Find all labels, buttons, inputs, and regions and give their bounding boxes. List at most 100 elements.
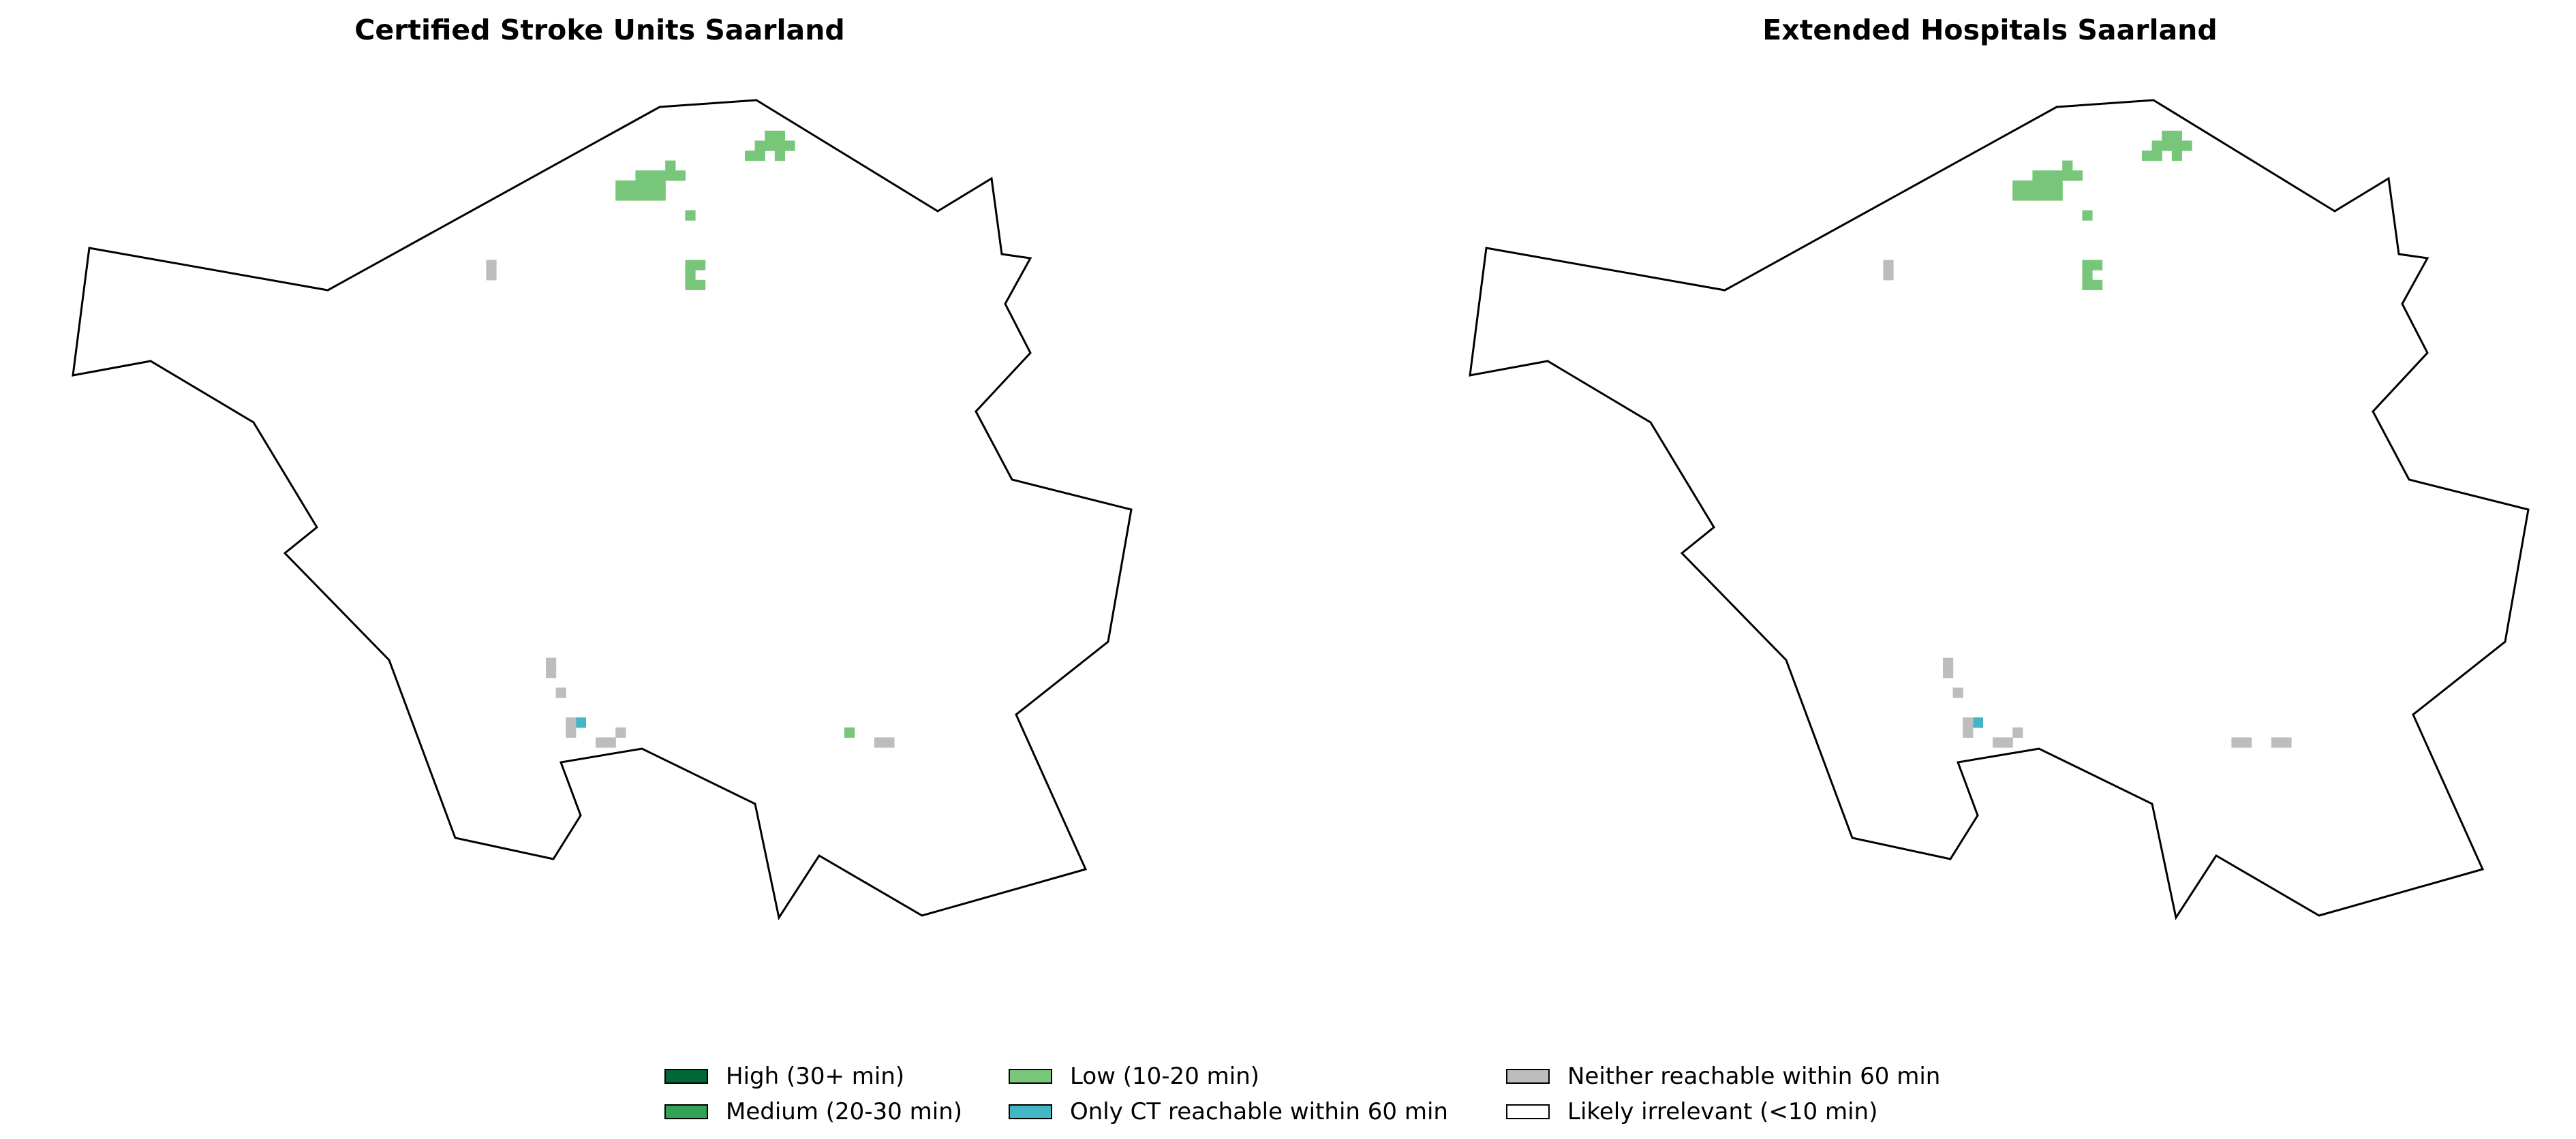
grid-cell-low: [2012, 190, 2023, 201]
grid-cell-low: [645, 170, 656, 181]
grid-cell-low: [2082, 279, 2093, 290]
legend-item-low: Low (10-20 min): [1009, 1059, 1259, 1093]
legend-swatch-medium: [664, 1104, 708, 1119]
grid-cell-low: [635, 190, 646, 201]
grid-cell-low: [615, 190, 626, 201]
grid-cell-low: [2082, 210, 2093, 221]
maps-canvas: [72, 99, 2530, 920]
grid-cell-low: [685, 210, 696, 221]
grid-cell-neither: [566, 717, 577, 728]
grid-cell-low: [765, 130, 776, 141]
grid-cell-low: [615, 180, 626, 191]
grid-cell-neither: [605, 737, 616, 748]
grid-cell-low: [2162, 140, 2173, 151]
legend-swatch-high: [664, 1069, 708, 1084]
grid-cell-neither: [2271, 737, 2282, 748]
grid-cell-low: [655, 180, 666, 191]
grid-cell-low: [2042, 190, 2053, 201]
legend-item-ct-only: Only CT reachable within 60 min: [1009, 1095, 1448, 1129]
legend-item-medium: Medium (20-30 min): [664, 1095, 962, 1129]
grid-cell-ct-only: [575, 717, 586, 728]
grid-cell-low: [2062, 160, 2073, 171]
legend-label-high: High (30+ min): [726, 1063, 905, 1090]
grid-cell-low: [685, 260, 696, 270]
legend: High (30+ min) Medium (20-30 min) Low (1…: [664, 1059, 2027, 1134]
grid-cell-neither: [1883, 260, 1894, 270]
grid-cell-low: [2042, 170, 2053, 181]
grid-cell-low: [774, 140, 785, 151]
grid-cell-neither: [1963, 727, 1974, 738]
grid-cell-neither: [884, 737, 895, 748]
grid-cell-low: [745, 151, 756, 161]
grid-cell-neither: [486, 260, 497, 270]
legend-item-irrelevant: Likely irrelevant (<10 min): [1506, 1095, 1877, 1129]
map-certified-stroke-units: [72, 99, 1133, 920]
grid-cell-low: [2151, 151, 2162, 161]
grid-cell-low: [2012, 180, 2023, 191]
grid-cell-neither: [1963, 717, 1974, 728]
grid-cell-low: [625, 180, 636, 191]
grid-cell-low: [754, 140, 765, 151]
grid-cell-low: [2052, 190, 2063, 201]
saarland-outline-left: [72, 99, 1133, 920]
grid-cell-low: [685, 270, 696, 281]
grid-cell-neither: [555, 687, 566, 698]
legend-label-irrelevant: Likely irrelevant (<10 min): [1567, 1098, 1878, 1125]
legend-swatch-irrelevant: [1506, 1104, 1550, 1119]
grid-cell-low: [695, 260, 706, 270]
grid-cell-neither: [1943, 668, 1954, 678]
grid-cell-low: [2022, 180, 2033, 191]
grid-cell-neither: [1883, 270, 1894, 281]
grid-cell-neither: [1993, 737, 2004, 748]
grid-cell-low: [665, 170, 676, 181]
grid-cell-neither: [2012, 727, 2023, 738]
grid-cell-low: [635, 170, 646, 181]
legend-label-ct-only: Only CT reachable within 60 min: [1070, 1098, 1448, 1125]
grid-cell-low: [655, 190, 666, 201]
legend-item-neither: Neither reachable within 60 min: [1506, 1059, 1940, 1093]
grid-cell-neither: [2281, 737, 2292, 748]
grid-cell-low: [774, 130, 785, 141]
grid-cell-low: [774, 151, 785, 161]
grid-cell-low: [635, 180, 646, 191]
grid-cell-low: [765, 140, 776, 151]
grid-cell-low: [754, 151, 765, 161]
grid-cell-neither: [546, 657, 557, 668]
grid-cell-low: [2032, 190, 2043, 201]
grid-cell-low: [2171, 140, 2182, 151]
grid-cell-low: [625, 190, 636, 201]
grid-cell-low: [2032, 170, 2043, 181]
map-extended-hospitals: [1469, 99, 2530, 920]
grid-cell-neither: [596, 737, 607, 748]
grid-cell-low: [2181, 140, 2192, 151]
legend-label-medium: Medium (20-30 min): [726, 1098, 963, 1125]
grid-cell-low: [665, 160, 676, 171]
grid-cell-low: [2042, 180, 2053, 191]
grid-cell-low: [2072, 170, 2083, 181]
grid-cell-low: [645, 180, 656, 191]
grid-cell-low: [2171, 151, 2182, 161]
legend-item-high: High (30+ min): [664, 1059, 904, 1093]
grid-cell-low: [2052, 170, 2063, 181]
legend-swatch-low: [1009, 1069, 1052, 1084]
legend-swatch-ct-only: [1009, 1104, 1052, 1119]
legend-swatch-neither: [1506, 1069, 1550, 1084]
grid-cell-low: [2092, 279, 2103, 290]
grid-cell-low: [2151, 140, 2162, 151]
grid-cell-low: [784, 140, 795, 151]
grid-cell-low: [2062, 170, 2073, 181]
grid-cell-low: [2082, 260, 2093, 270]
grid-cell-low: [2022, 190, 2033, 201]
legend-label-neither: Neither reachable within 60 min: [1567, 1063, 1941, 1090]
saarland-outline-right: [1469, 99, 2530, 920]
grid-cell-low: [2142, 151, 2153, 161]
legend-label-low: Low (10-20 min): [1070, 1063, 1260, 1090]
grid-cell-neither: [1952, 687, 1963, 698]
grid-cell-neither: [566, 727, 577, 738]
grid-cell-low: [645, 190, 656, 201]
grid-cell-neither: [874, 737, 885, 748]
grid-cell-low: [655, 170, 666, 181]
grid-cell-low: [685, 279, 696, 290]
map-cells-certified-stroke-units: [486, 130, 895, 748]
grid-cell-neither: [615, 727, 626, 738]
